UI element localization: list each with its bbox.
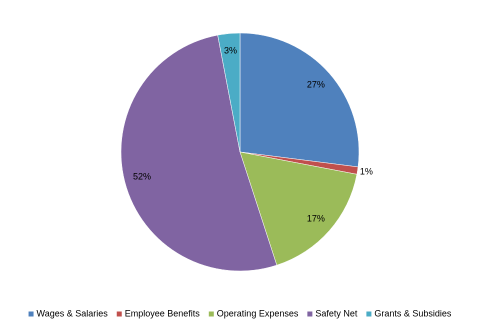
pie-slice <box>120 34 278 272</box>
legend-swatch <box>116 311 122 317</box>
data-label: 1% <box>360 166 373 176</box>
pie-slice <box>239 151 358 266</box>
data-label: 27% <box>307 79 325 89</box>
legend-swatch <box>208 311 214 317</box>
pie-slice <box>239 32 360 168</box>
pie-slice <box>217 32 241 153</box>
legend-label: Operating Expenses <box>217 308 299 318</box>
legend-label: Safety Net <box>315 308 358 318</box>
data-label: 17% <box>307 213 325 223</box>
legend-swatch <box>307 311 313 317</box>
data-label: 3% <box>224 46 237 56</box>
legend-label: Grants & Subsidies <box>374 308 452 318</box>
legend-swatch <box>366 311 372 317</box>
legend-label: Wages & Salaries <box>37 308 109 318</box>
legend-swatch <box>28 311 34 317</box>
legend-label: Employee Benefits <box>125 308 201 318</box>
data-label: 52% <box>133 172 151 182</box>
